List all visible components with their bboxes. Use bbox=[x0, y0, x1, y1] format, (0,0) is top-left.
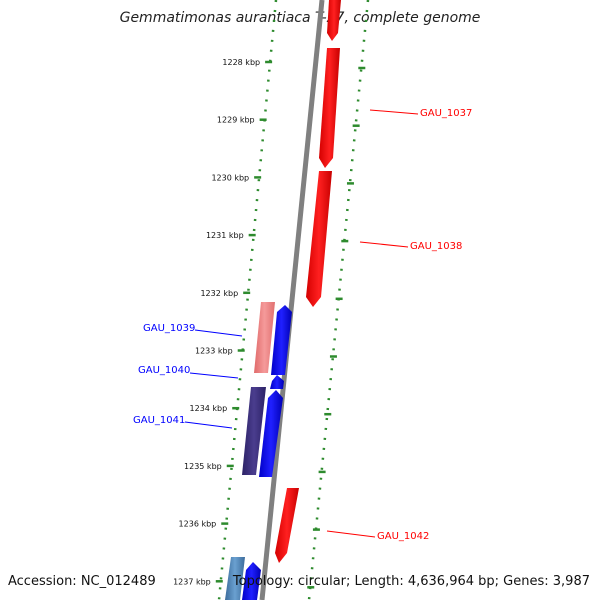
ruler-tick-label: 1231 kbp bbox=[206, 231, 244, 240]
gene-gau-1039-block[interactable] bbox=[254, 302, 275, 373]
leader-gau-1041 bbox=[184, 421, 233, 429]
label-gau-1038[interactable]: GAU_1038 bbox=[410, 241, 462, 252]
leader-gau-1037 bbox=[369, 109, 419, 115]
gene-gau-1040-arrow[interactable] bbox=[270, 375, 284, 389]
leader-gau-1040 bbox=[189, 372, 239, 379]
label-gau-1037[interactable]: GAU_1037 bbox=[420, 108, 472, 119]
gene-gau-1041-arrow[interactable] bbox=[259, 390, 283, 477]
gene-gau-1037-arrow[interactable] bbox=[319, 48, 340, 168]
ruler-tick-label: 1232 kbp bbox=[200, 289, 238, 298]
ruler-tick-label: 1237 kbp bbox=[173, 577, 211, 586]
label-gau-1042[interactable]: GAU_1042 bbox=[377, 531, 429, 542]
gene-gau-1036-arrow[interactable] bbox=[327, 0, 341, 41]
accession-text: Accession: NC_012489 bbox=[8, 574, 156, 589]
ruler-tick-label: 1233 kbp bbox=[195, 347, 233, 356]
ruler-tick-label: 1236 kbp bbox=[179, 520, 217, 529]
topology-text: Topology: circular; Length: 4,636,964 bp… bbox=[232, 574, 590, 589]
map-title: Gemmatimonas aurantiaca T-27, complete g… bbox=[119, 10, 481, 26]
gene-gau-1041-block[interactable] bbox=[242, 387, 266, 475]
ruler-tick-label: 1228 kbp bbox=[222, 58, 260, 67]
leader-gau-1039 bbox=[194, 329, 243, 337]
ruler-tick-label: 1230 kbp bbox=[211, 173, 249, 182]
genome-backbone bbox=[259, 0, 325, 600]
ruler-tick-label: 1229 kbp bbox=[217, 116, 255, 125]
gene-gau-1038-arrow[interactable] bbox=[306, 171, 332, 307]
ruler-tick-label: 1234 kbp bbox=[190, 404, 228, 413]
ruler-left bbox=[217, 0, 278, 600]
gene-gau-1039-arrow[interactable] bbox=[271, 305, 292, 375]
gene-gau-1042-arrow[interactable] bbox=[275, 488, 299, 563]
gene-gau-1043-block[interactable] bbox=[225, 557, 245, 600]
label-gau-1040[interactable]: GAU_1040 bbox=[138, 365, 190, 376]
ruler-tick-label: 1235 kbp bbox=[184, 462, 222, 471]
label-gau-1039[interactable]: GAU_1039 bbox=[143, 323, 195, 334]
gene-gau-1043-arrow[interactable] bbox=[242, 562, 261, 600]
label-gau-1041[interactable]: GAU_1041 bbox=[133, 415, 185, 426]
leader-gau-1038 bbox=[359, 241, 409, 248]
leader-gau-1042 bbox=[326, 530, 376, 538]
